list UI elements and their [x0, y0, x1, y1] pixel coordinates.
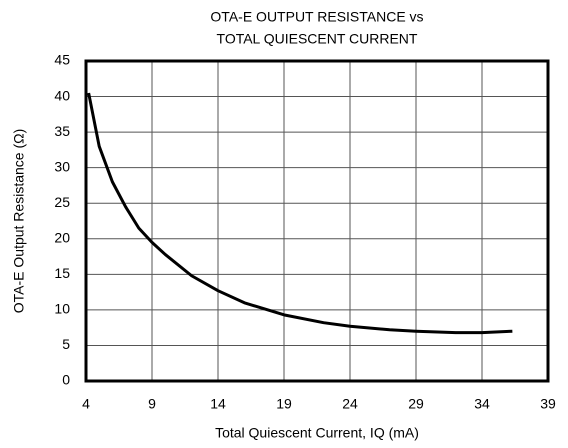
x-tick-label: 19: [276, 396, 292, 412]
x-tick-label: 14: [210, 396, 226, 412]
y-tick-label: 20: [54, 229, 70, 245]
y-tick-label: 45: [54, 52, 70, 68]
x-tick-label: 29: [408, 396, 424, 412]
y-tick-label: 40: [54, 87, 70, 103]
chart-title: TOTAL QUIESCENT CURRENT: [217, 31, 418, 47]
x-axis-label: Total Quiescent Current, IQ (mA): [215, 425, 419, 441]
y-tick-label: 5: [62, 336, 70, 352]
y-tick-label: 10: [54, 301, 70, 317]
plot-frame: [84, 59, 550, 383]
x-tick-label: 24: [342, 396, 358, 412]
x-tick-label: 9: [148, 396, 156, 412]
y-tick-label: 0: [62, 372, 70, 388]
y-tick-label: 30: [54, 158, 70, 174]
y-tick-label: 35: [54, 123, 70, 139]
x-tick-label: 34: [474, 396, 490, 412]
x-tick-label: 4: [82, 396, 90, 412]
y-tick-label: 15: [54, 265, 70, 281]
y-tick-label: 25: [54, 194, 70, 210]
x-tick-label: 39: [540, 396, 556, 412]
chart-title: OTA-E OUTPUT RESISTANCE vs: [210, 9, 423, 25]
y-axis-label: OTA-E Output Resistance (Ω): [11, 129, 27, 313]
data-line: [87, 92, 513, 335]
